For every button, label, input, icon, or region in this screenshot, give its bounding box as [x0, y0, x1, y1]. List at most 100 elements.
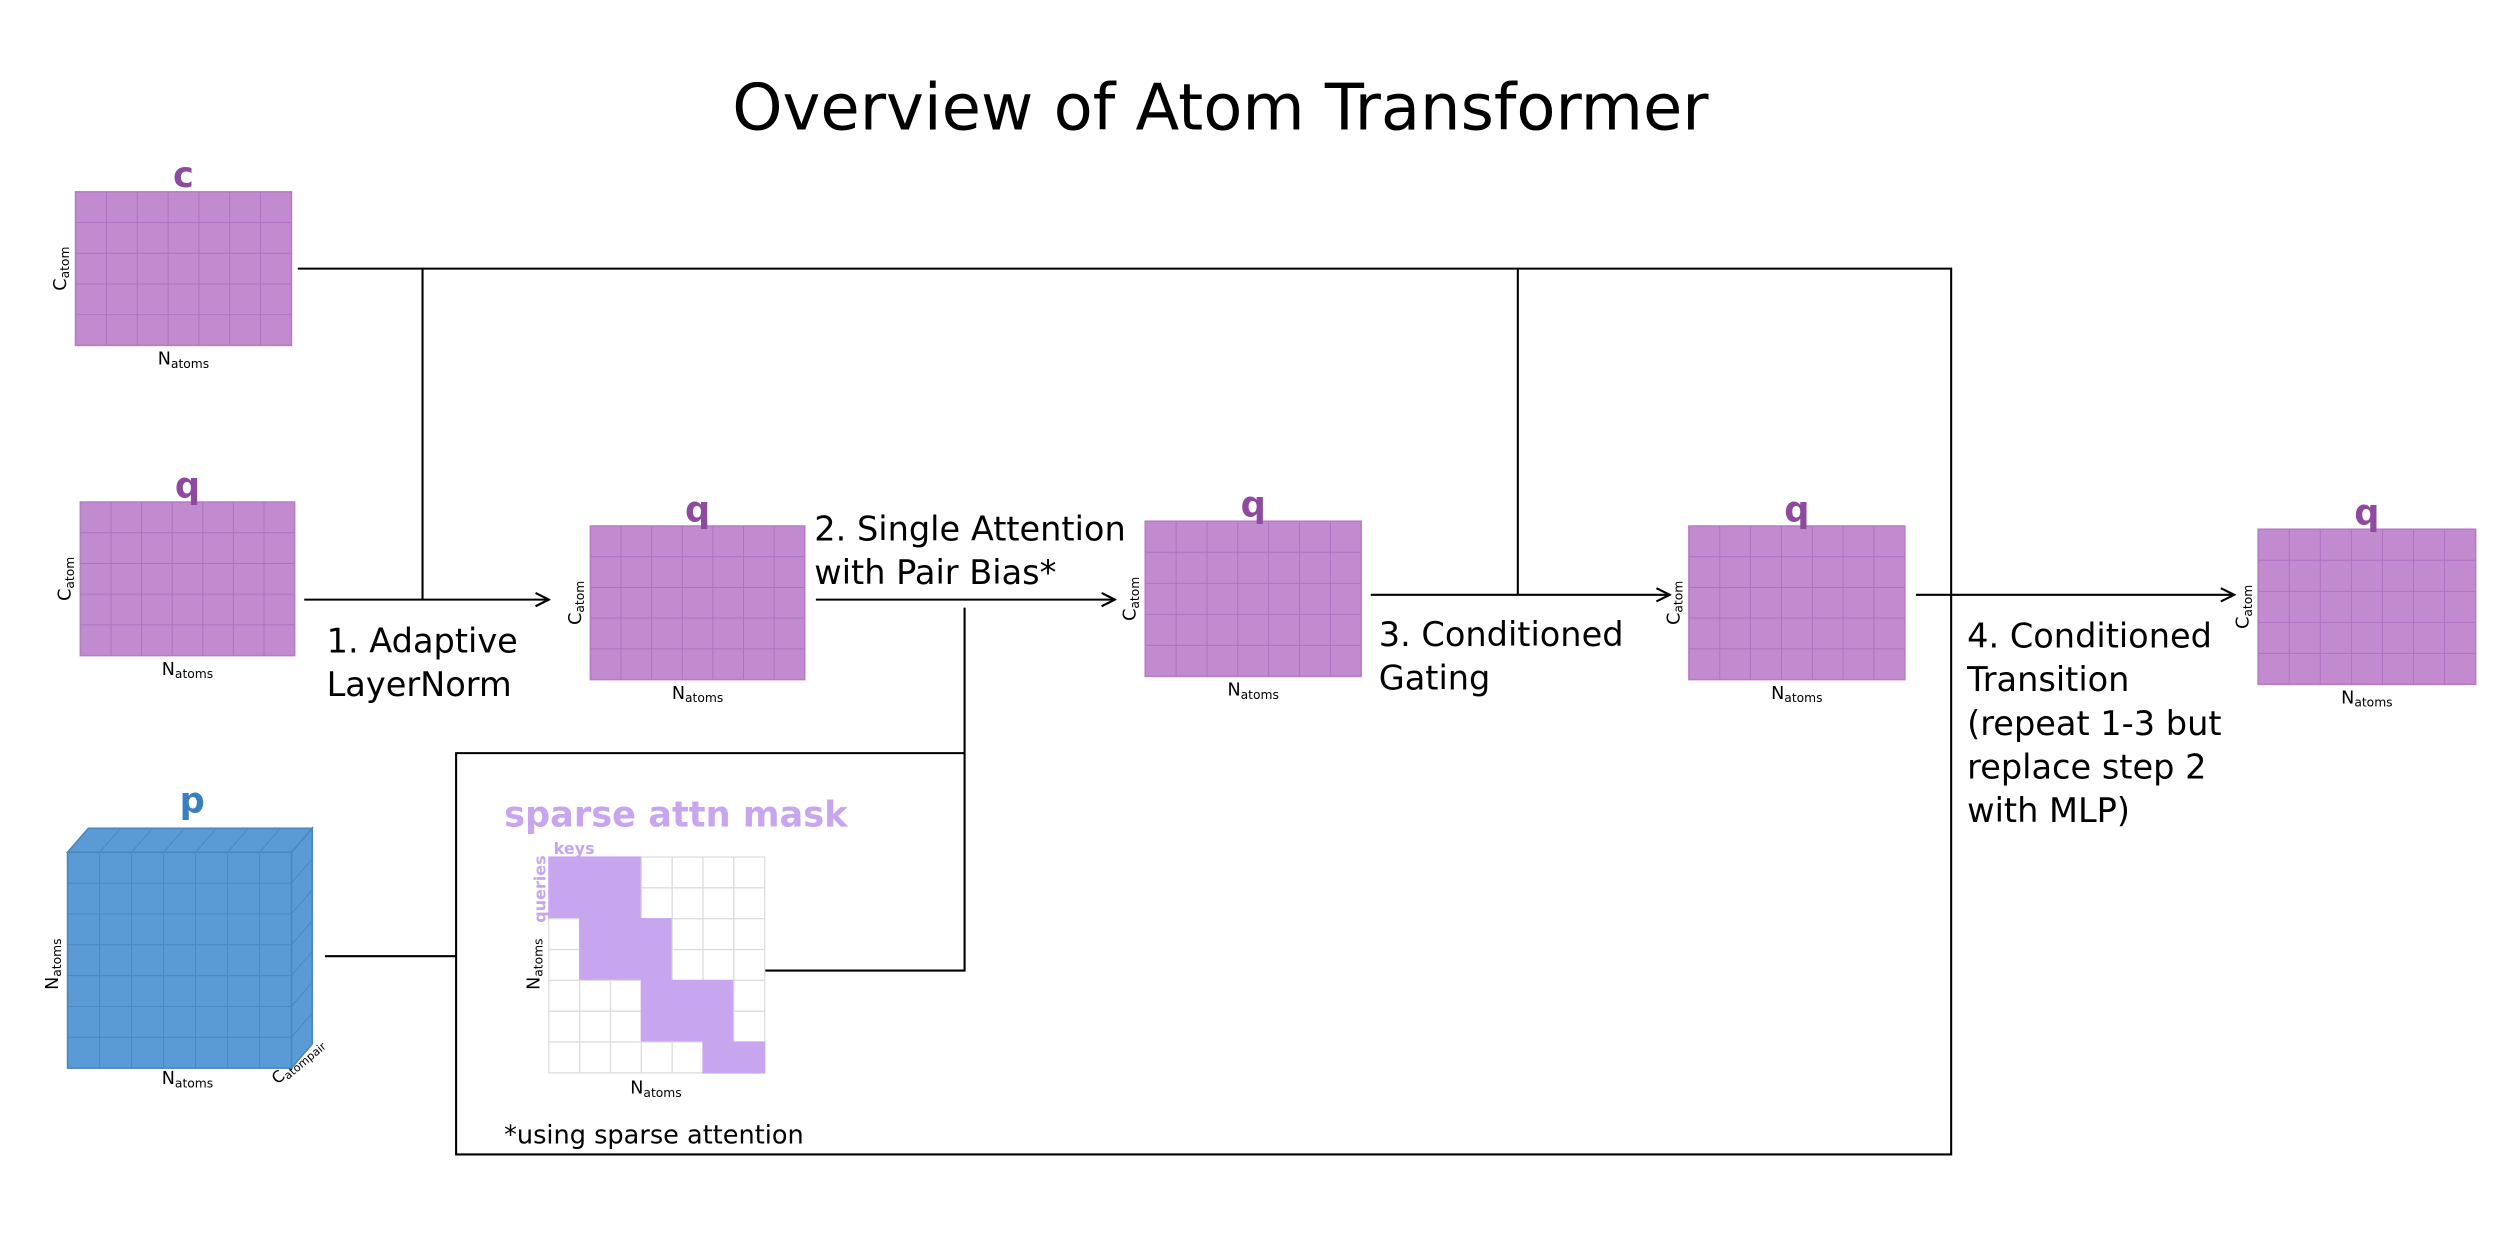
axis-label: Natoms — [1771, 684, 1822, 705]
matrix — [589, 525, 806, 681]
matrix-label: q — [1241, 484, 1266, 525]
step-text: replace step 2 — [1967, 748, 2206, 787]
title: Overview of Atom Transformer — [732, 72, 1709, 146]
axis-label-base: N — [1771, 684, 1784, 704]
connectors — [297, 267, 2234, 1156]
matrix-label: q — [685, 489, 710, 530]
cube-grid — [291, 1012, 313, 1038]
axis-label: Catom — [2234, 585, 2255, 629]
axis-label: Natoms — [158, 350, 209, 371]
matrix-label: q — [1784, 489, 1809, 530]
mask-cell — [609, 918, 643, 951]
axis-label: Natoms — [43, 938, 64, 989]
cube-grid — [291, 951, 313, 976]
mask-cell — [548, 1010, 581, 1043]
cube-grid — [291, 858, 313, 884]
cube-grid — [99, 827, 121, 853]
axis-label-sub: atoms — [2354, 696, 2392, 710]
mask-cell — [548, 948, 581, 982]
footnote: *using sparse attention — [504, 1120, 804, 1150]
axis-label: Catom — [566, 581, 587, 625]
mask-cell — [671, 1010, 704, 1043]
mask-cell — [548, 1041, 581, 1074]
mask-cell — [640, 948, 673, 982]
axis-label-sub: atoms — [175, 1076, 213, 1090]
axis-label-base: N — [43, 977, 63, 990]
mask-cell — [671, 918, 704, 951]
step-text: LayerNorm — [327, 665, 512, 704]
axis-label-base: N — [630, 1079, 643, 1099]
mask-cell — [609, 1010, 643, 1043]
axis-label-sub: atom — [2241, 585, 2255, 617]
axis-label: Natoms — [1227, 681, 1278, 702]
pair-label: p — [180, 780, 205, 821]
mask-cell — [671, 887, 704, 920]
step-text: 4. Conditioned — [1967, 617, 2212, 656]
axis-label-sub: atom — [63, 557, 77, 589]
mask-cell — [702, 1010, 735, 1043]
axis-label: Catom — [1664, 581, 1685, 625]
matrix-label: c — [173, 155, 194, 196]
axis-label: Catom — [56, 557, 77, 601]
axis-label: Catom — [51, 247, 72, 291]
mask-cell — [733, 918, 766, 951]
axis-label-sub: atom — [1672, 581, 1686, 613]
axis-label: Natoms — [162, 1069, 213, 1090]
cube-grid — [163, 827, 185, 853]
axis-label-base: N — [524, 977, 544, 990]
mask-cell — [548, 918, 581, 951]
cube-grid — [291, 889, 313, 915]
cube-side — [290, 826, 314, 1071]
mask-cell — [579, 948, 612, 982]
axis-label-sub: atoms — [531, 938, 545, 976]
mask-cell — [579, 1010, 612, 1043]
step-text: 1. Adaptive — [327, 621, 518, 660]
axis-label-sub: atoms — [171, 357, 209, 371]
axis-label-base: N — [162, 660, 175, 680]
axis-label-sub: atoms — [50, 938, 64, 976]
step-text: 3. Conditioned — [1379, 615, 1624, 654]
cube-front — [66, 851, 293, 1069]
mask-cell — [733, 979, 766, 1012]
axis-label-base: N — [1227, 681, 1240, 701]
matrix — [2257, 528, 2477, 686]
mask-cell — [579, 918, 612, 951]
cube-grid — [259, 827, 281, 853]
mask-cell — [579, 979, 612, 1012]
step-text: Gating — [1379, 659, 1491, 698]
mask-cell — [640, 979, 673, 1012]
mask-cell — [733, 1041, 766, 1074]
axis-label: Natoms — [630, 1079, 681, 1100]
axis-label-sub: atoms — [175, 667, 213, 681]
matrix — [1688, 525, 1906, 681]
axis-label-sub: atom — [58, 247, 72, 279]
mask-cell — [640, 887, 673, 920]
mask-cell — [609, 979, 643, 1012]
step-text: (repeat 1-3 but — [1967, 704, 2221, 743]
mask-title: sparse attn mask — [504, 795, 849, 836]
mask-cell — [671, 948, 704, 982]
step-text: Transition — [1966, 660, 2129, 699]
axis-label: Catom — [1121, 577, 1142, 621]
mask-cell — [640, 918, 673, 951]
axis-label: Natoms — [2341, 689, 2392, 710]
mask-cell — [702, 1041, 735, 1074]
connector — [764, 607, 966, 972]
mask-cell — [548, 887, 581, 920]
axis-label-sub: atoms — [1241, 688, 1279, 702]
mask-cell — [702, 918, 735, 951]
axis-label-sub: atom — [573, 581, 587, 613]
mask-cell — [609, 856, 643, 889]
mask-cell — [702, 979, 735, 1012]
axis-label-base: C — [56, 589, 76, 601]
mask-cell — [733, 856, 766, 889]
axis-label: Natoms — [162, 660, 213, 681]
cube-top — [65, 827, 314, 854]
mask-cell — [579, 856, 612, 889]
cube-grid — [291, 920, 313, 946]
mask-cell — [609, 887, 643, 920]
mask-cell — [702, 856, 735, 889]
mask-keys: keys — [554, 839, 595, 858]
mask-cell — [579, 1041, 612, 1074]
